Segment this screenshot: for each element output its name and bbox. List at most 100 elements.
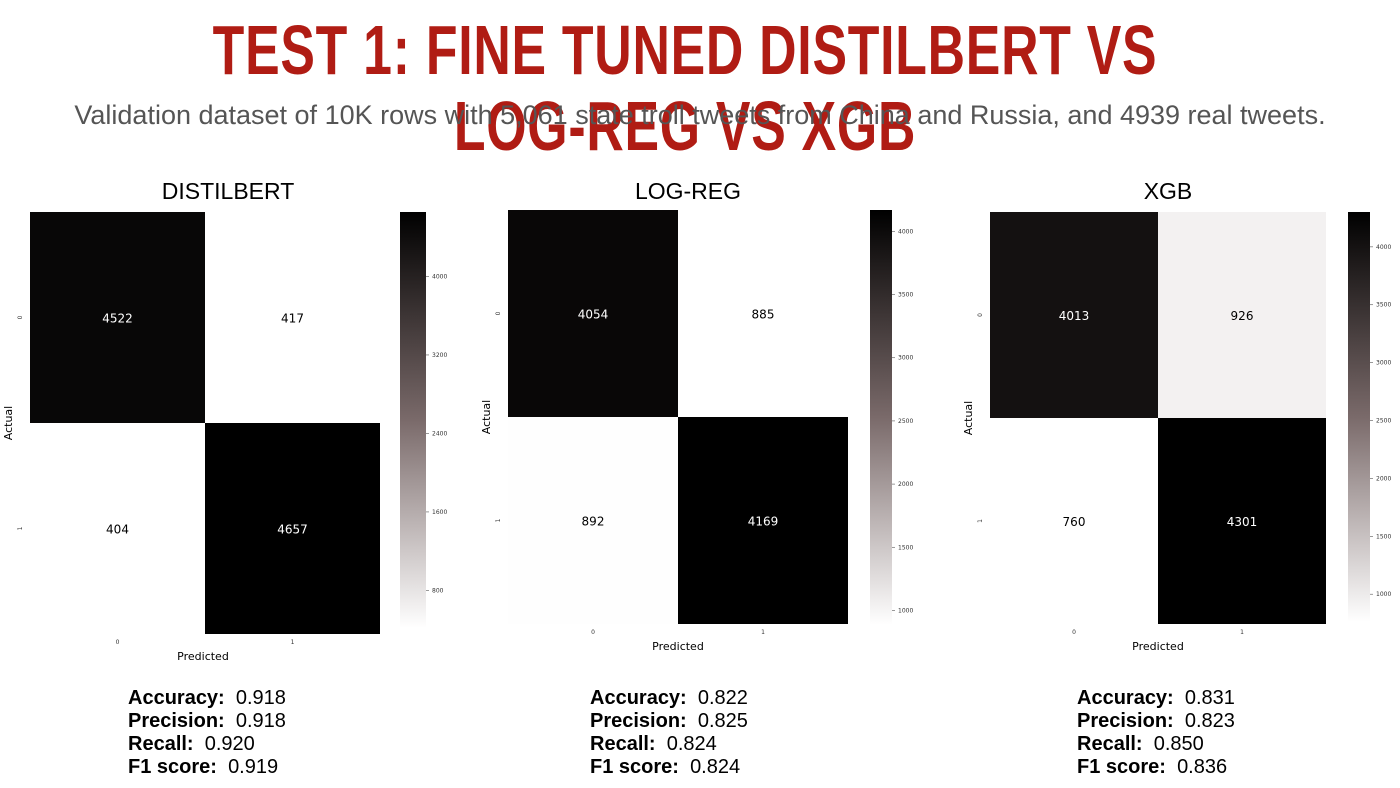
- metric-f1: F1 score: 0.919: [128, 756, 286, 779]
- matrix-cell: [990, 212, 1158, 418]
- x-tick-label: 1: [1240, 629, 1244, 636]
- x-tick-label: 0: [1072, 629, 1076, 636]
- metric-f1: F1 score: 0.824: [590, 756, 748, 779]
- cell-value-label: 760: [1063, 515, 1086, 529]
- x-tick-label: 1: [291, 639, 295, 646]
- matrix-cell: [508, 210, 678, 417]
- metrics-distilbert: Accuracy: 0.918 Precision: 0.918 Recall:…: [128, 687, 286, 779]
- matrix-cell: [205, 423, 380, 634]
- colorbar-tick-label: 1600: [432, 509, 447, 516]
- metric-precision: Precision: 0.918: [128, 710, 286, 733]
- metric-precision: Precision: 0.825: [590, 710, 748, 733]
- colorbar: [870, 210, 892, 625]
- matrix-cell: [990, 418, 1158, 624]
- metric-label: Precision:: [128, 710, 225, 732]
- metric-recall: Recall: 0.920: [128, 733, 286, 756]
- metric-recall: Recall: 0.824: [590, 733, 748, 756]
- matrix-cell: [508, 417, 678, 624]
- cell-value-label: 926: [1231, 309, 1254, 323]
- page-subtitle: Validation dataset of 10K rows with 5,06…: [74, 100, 1326, 130]
- colorbar-tick-label: 3000: [1376, 360, 1391, 367]
- cell-value-label: 404: [106, 523, 129, 537]
- y-tick-label: 1: [495, 518, 502, 522]
- metric-accuracy: Accuracy: 0.831: [1077, 687, 1235, 710]
- cell-value-label: 892: [582, 515, 605, 529]
- x-tick-label: 0: [591, 629, 595, 636]
- metric-accuracy: Accuracy: 0.918: [128, 687, 286, 710]
- y-tick-label: 0: [977, 313, 984, 317]
- metric-value: 0.918: [235, 687, 286, 709]
- metric-precision: Precision: 0.823: [1077, 710, 1235, 733]
- panel-title-xgb: XGB: [1143, 178, 1193, 204]
- colorbar-tick-label: 2500: [898, 418, 913, 425]
- matrix-cell: [205, 212, 380, 423]
- metric-label: Accuracy:: [1077, 687, 1174, 709]
- matrix-cell: [678, 417, 848, 624]
- metric-label: Recall:: [128, 733, 194, 755]
- panel-title-distilbert: DISTILBERT: [161, 178, 295, 204]
- colorbar-tick-label: 4000: [1376, 244, 1391, 251]
- metric-value: 0.836: [1177, 756, 1228, 778]
- colorbar-tick-label: 4000: [432, 273, 447, 280]
- colorbar: [1348, 212, 1370, 622]
- colorbar-tick-label: 2400: [432, 430, 447, 437]
- y-tick-label: 1: [977, 519, 984, 523]
- metric-value: 0.822: [697, 687, 748, 709]
- metric-label: F1 score:: [590, 756, 679, 778]
- metric-label: Precision:: [1077, 710, 1174, 732]
- matrix-cell: [1158, 212, 1326, 418]
- cell-value-label: 885: [752, 308, 775, 322]
- colorbar-tick-label: 1000: [898, 607, 913, 614]
- cell-value-label: 4054: [578, 308, 609, 322]
- x-tick-label: 0: [116, 639, 120, 646]
- colorbar: [400, 212, 426, 628]
- metric-label: Precision:: [590, 710, 687, 732]
- x-tick-label: 1: [761, 629, 765, 636]
- y-tick-label: 0: [17, 315, 24, 319]
- metric-value: 0.831: [1184, 687, 1235, 709]
- y-axis-label: Actual: [480, 400, 493, 434]
- cell-value-label: 4657: [277, 523, 308, 537]
- metric-recall: Recall: 0.850: [1077, 733, 1235, 756]
- colorbar-tick-label: 2500: [1376, 418, 1391, 425]
- colorbar-tick-label: 2000: [1376, 475, 1391, 482]
- metric-label: F1 score:: [1077, 756, 1166, 778]
- metric-value: 0.824: [690, 756, 741, 778]
- metric-label: Recall:: [590, 733, 656, 755]
- metric-value: 0.850: [1153, 733, 1204, 755]
- x-axis-label: Predicted: [1132, 640, 1184, 653]
- metric-value: 0.824: [666, 733, 717, 755]
- matrix-cell: [1158, 418, 1326, 624]
- metric-value: 0.920: [204, 733, 255, 755]
- metric-label: Recall:: [1077, 733, 1143, 755]
- colorbar-tick-label: 4000: [898, 228, 913, 235]
- colorbar-tick-label: 3200: [432, 352, 447, 359]
- matrix-cell: [30, 212, 205, 423]
- metrics-xgb: Accuracy: 0.831 Precision: 0.823 Recall:…: [1077, 687, 1235, 779]
- metric-value: 0.919: [228, 756, 279, 778]
- colorbar-tick-label: 1500: [1376, 533, 1391, 540]
- metric-value: 0.823: [1184, 710, 1235, 732]
- x-axis-label: Predicted: [652, 640, 704, 653]
- metric-label: F1 score:: [128, 756, 217, 778]
- y-tick-label: 0: [495, 311, 502, 315]
- matrix-cell: [678, 210, 848, 417]
- cell-value-label: 4522: [102, 312, 133, 326]
- y-axis-label: Actual: [962, 401, 975, 435]
- cell-value-label: 4301: [1227, 515, 1258, 529]
- colorbar-tick-label: 1000: [1376, 591, 1391, 598]
- colorbar-tick-label: 3500: [1376, 302, 1391, 309]
- metric-value: 0.918: [235, 710, 286, 732]
- matrix-cell: [30, 423, 205, 634]
- cell-value-label: 4169: [748, 515, 779, 529]
- metric-label: Accuracy:: [590, 687, 687, 709]
- y-axis-label: Actual: [2, 406, 15, 440]
- x-axis-label: Predicted: [177, 650, 229, 663]
- metric-label: Accuracy:: [128, 687, 225, 709]
- metric-f1: F1 score: 0.836: [1077, 756, 1235, 779]
- page-title: TEST 1: FINE TUNED DISTILBERT VS LOG-REG…: [212, 11, 1158, 165]
- colorbar-tick-label: 1500: [898, 544, 913, 551]
